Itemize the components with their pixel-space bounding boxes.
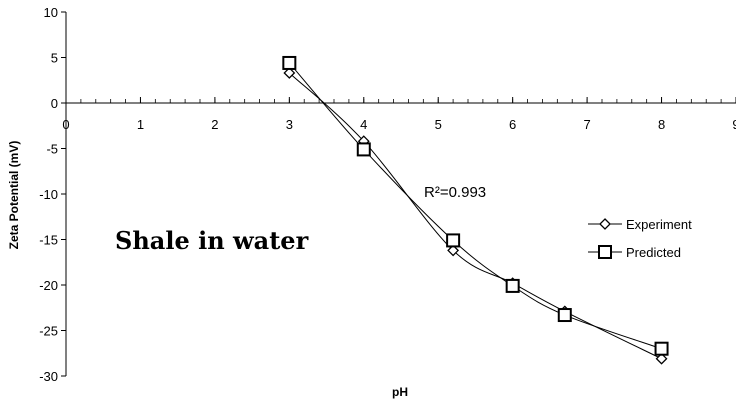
data-point (447, 244, 460, 257)
series-line (288, 62, 662, 350)
y-tick-label: -15 (39, 233, 58, 248)
y-tick-label: -25 (39, 324, 58, 339)
markers-experiment (283, 67, 668, 365)
data-point (557, 308, 572, 323)
data-point (505, 278, 520, 293)
x-tick-label: 1 (137, 117, 144, 132)
x-tick-label: 7 (583, 117, 590, 132)
series-line (288, 72, 662, 360)
data-point (654, 341, 669, 356)
x-tick-label: 9 (732, 117, 736, 132)
y-tick-label: -5 (46, 142, 58, 157)
x-tick-label: 6 (509, 117, 516, 132)
series-predicted (288, 62, 662, 350)
y-axis: 10 5 0 -5 -10 -15 -20 -25 -30 (39, 5, 67, 384)
data-point (655, 352, 668, 365)
x-axis-label: pH (392, 385, 408, 399)
y-axis-label: Zeta Potential (mV) (7, 141, 21, 250)
legend-marker (599, 218, 611, 230)
x-axis: 0 1 2 3 4 5 6 7 8 9 (62, 97, 736, 132)
y-tick-label: -30 (39, 369, 58, 384)
legend-label: Predicted (626, 245, 681, 260)
markers-predicted (282, 55, 669, 356)
x-tick-label: 2 (211, 117, 218, 132)
legend: Experiment Predicted (588, 217, 692, 260)
r-squared-annotation: R²=0.993 (424, 184, 486, 201)
data-point (356, 142, 371, 157)
y-tick-label: -10 (39, 187, 58, 202)
legend-label: Experiment (626, 217, 692, 232)
legend-marker (598, 245, 612, 259)
data-point (446, 233, 461, 248)
data-point (283, 67, 296, 79)
x-tick-label: 4 (360, 117, 367, 132)
y-tick-label: 10 (44, 5, 58, 20)
y-tick-label: -20 (39, 278, 58, 293)
legend-item-experiment: Experiment (588, 217, 692, 232)
x-tick-label: 3 (286, 117, 293, 132)
series-layer (282, 55, 669, 365)
sample-annotation: Shale in water (115, 226, 309, 255)
x-tick-label: 8 (658, 117, 665, 132)
x-tick-label: 5 (435, 117, 442, 132)
data-point (282, 55, 297, 70)
x-tick-label: 0 (62, 117, 69, 132)
y-tick-label: 0 (51, 96, 58, 111)
y-tick-label: 5 (51, 51, 58, 66)
legend-item-predicted: Predicted (588, 245, 681, 260)
series-experiment (288, 72, 662, 360)
